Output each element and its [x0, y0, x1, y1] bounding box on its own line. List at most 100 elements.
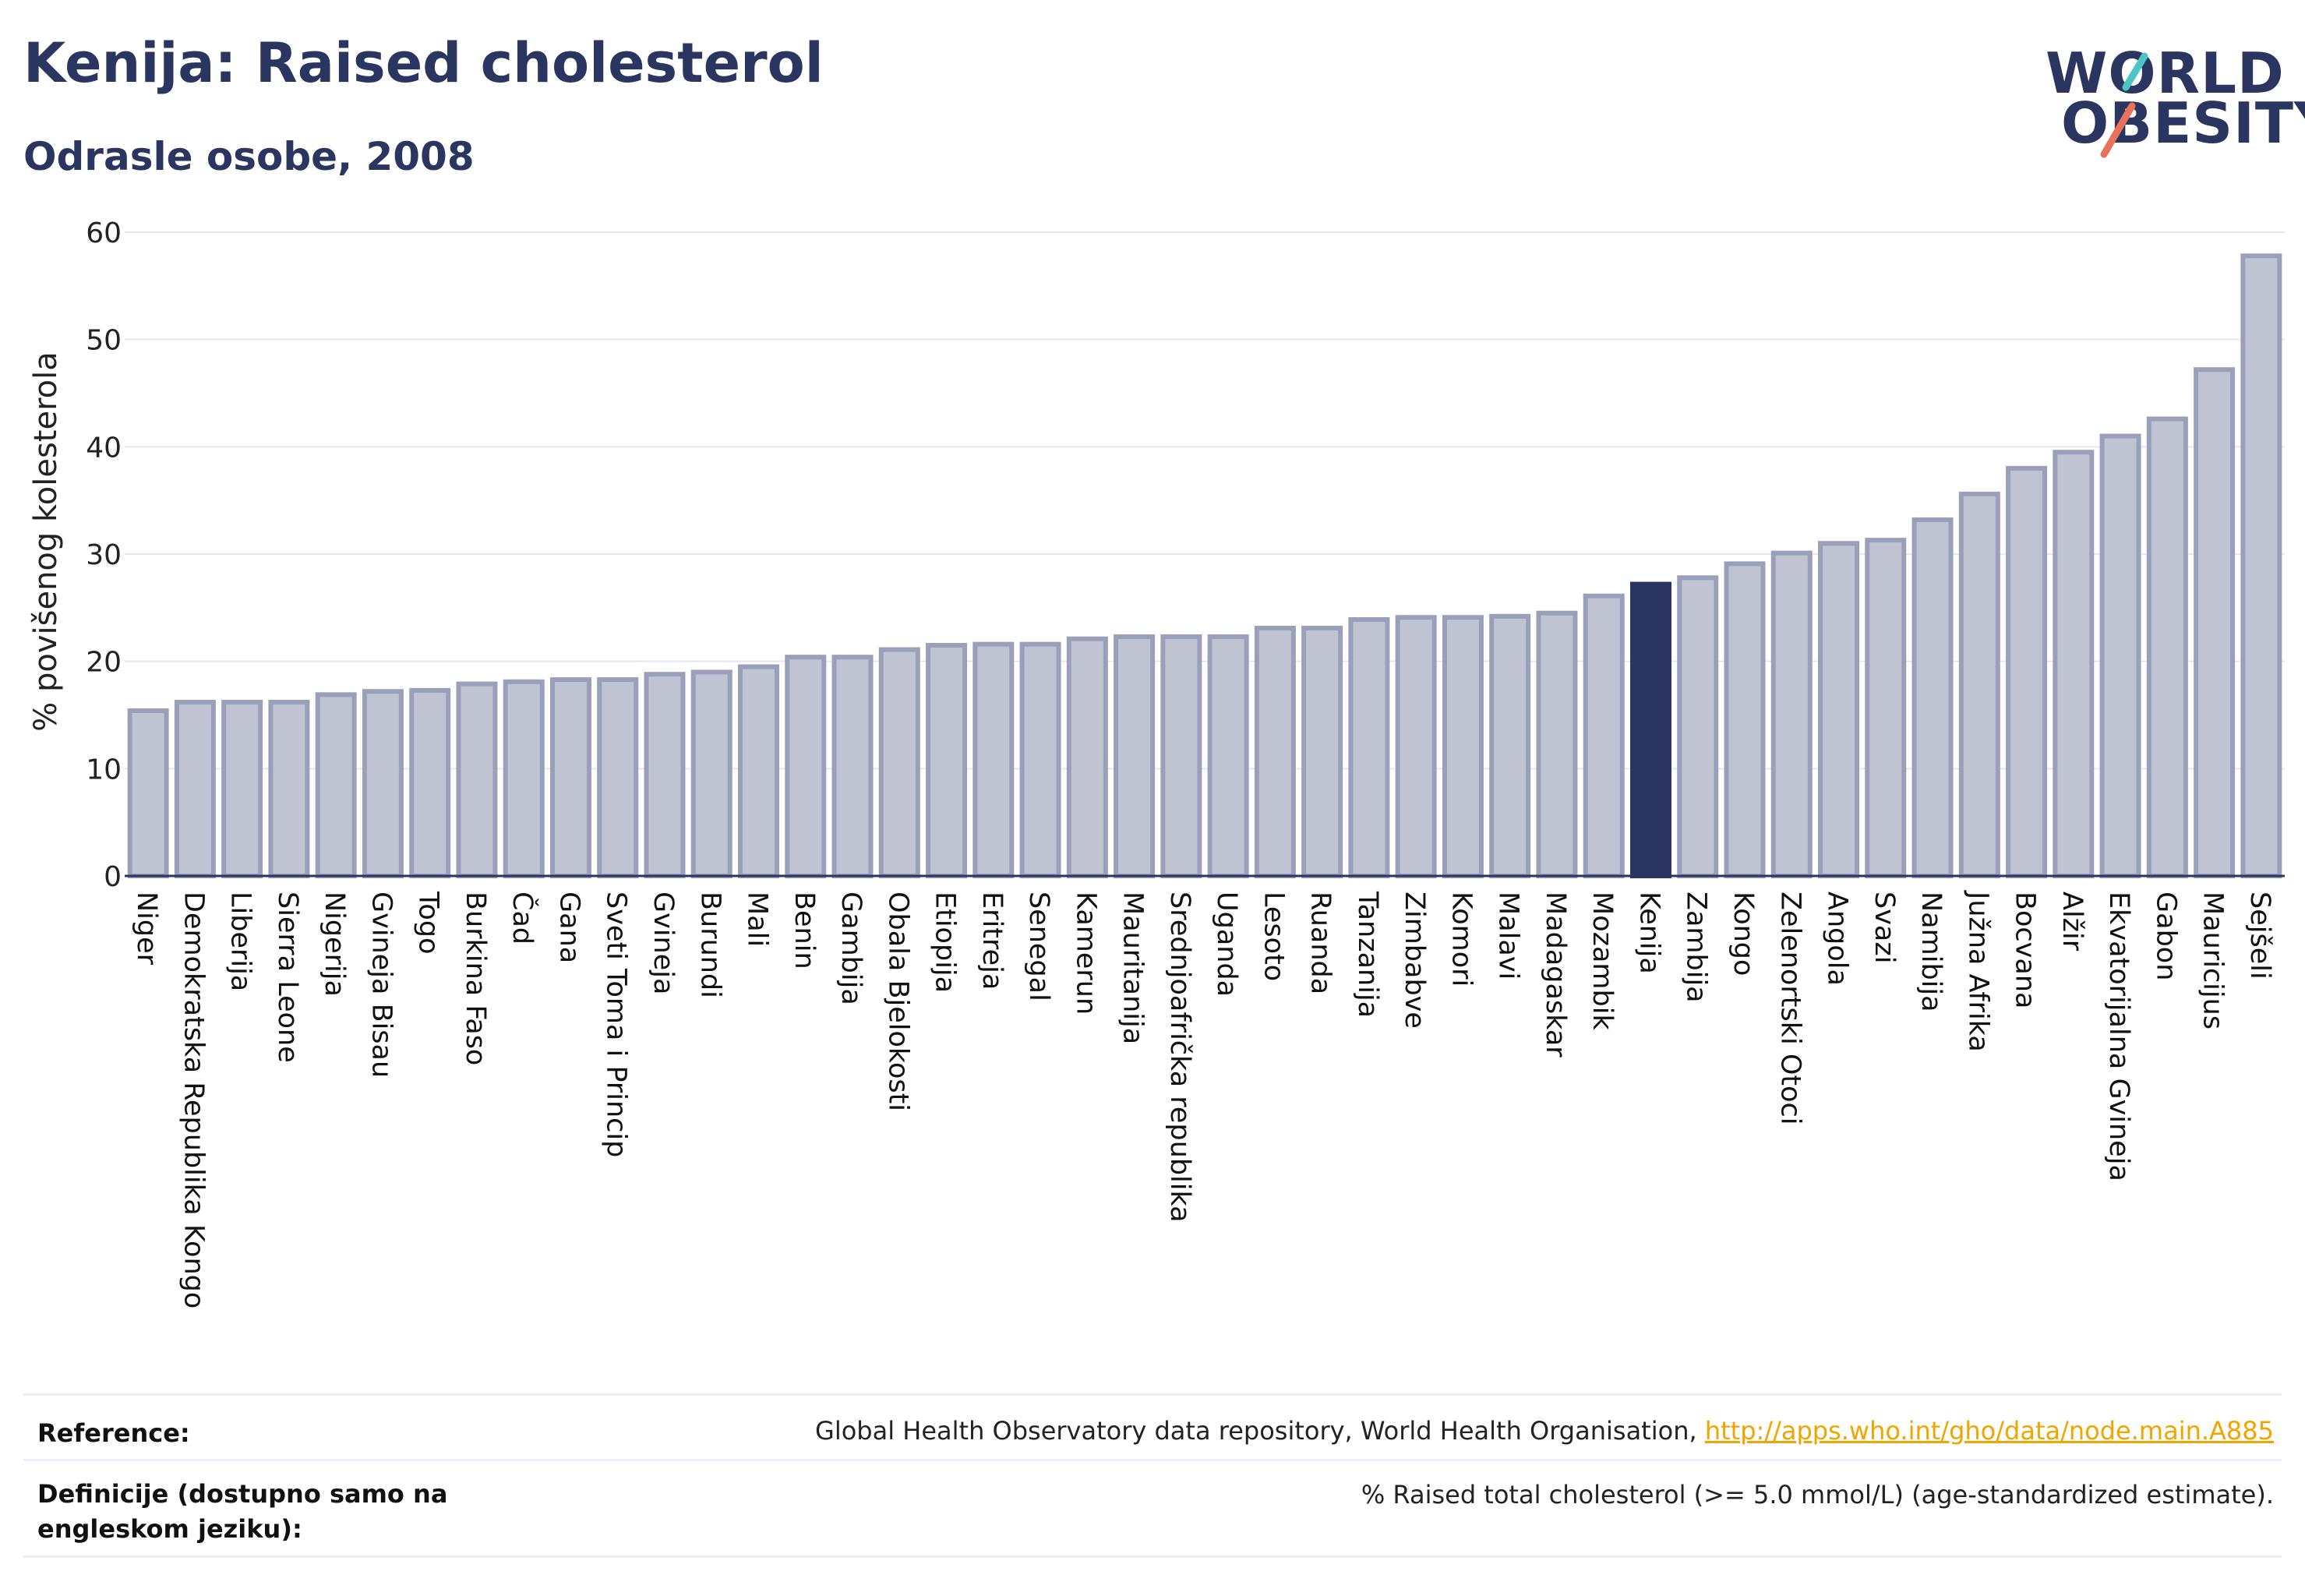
- bar: [2240, 253, 2282, 878]
- y-axis-ticks: 0 10 20 30 40 50 60: [86, 217, 122, 893]
- x-tick-label: Malavi: [1493, 892, 1524, 980]
- x-tick-label: Mali: [742, 892, 773, 947]
- bar: [1395, 615, 1437, 878]
- bar: [174, 699, 216, 878]
- bar: [1019, 641, 1061, 878]
- y-tick-label: 30: [86, 539, 122, 571]
- x-tick-label: Liberija: [225, 892, 256, 991]
- y-axis-label: % povišenog kolesterola: [28, 351, 64, 731]
- x-tick-label: Kongo: [1728, 892, 1759, 976]
- y-tick-label: 0: [104, 861, 122, 893]
- bar: [1301, 625, 1343, 878]
- bar: [1066, 636, 1108, 878]
- x-tick-label: Sveti Toma i Princip: [601, 892, 632, 1157]
- bar: [127, 708, 169, 879]
- x-tick-label: Lesoto: [1258, 892, 1289, 981]
- x-tick-label: Senegal: [1023, 892, 1054, 1001]
- y-tick-label: 40: [86, 432, 122, 464]
- bar: [1114, 634, 1156, 879]
- bar: [597, 677, 639, 878]
- x-tick-label: Gana: [553, 892, 584, 963]
- bar: [1442, 615, 1484, 878]
- table-bottom-divider: [23, 1555, 2282, 1558]
- chart-subtitle: Odrasle osobe, 2008: [23, 134, 475, 179]
- x-tick-label: Demokratska Republika Kongo: [178, 892, 209, 1308]
- logo-slash-icon: [2100, 52, 2148, 158]
- reference-row: Reference: Global Health Observatory dat…: [23, 1393, 2282, 1460]
- x-tick-label: Benin: [789, 892, 820, 969]
- x-tick-label: Ekvatorijalna Gvineja: [2103, 892, 2134, 1181]
- bar-highlighted: [1629, 581, 1671, 879]
- x-tick-label: Južna Afrika: [1962, 890, 1993, 1052]
- bar-chart: 0 10 20 30 40 50 60 Niger Demokratska Republika…: [28, 217, 2285, 1308]
- reference-link[interactable]: http://apps.who.int/gho/data/node.main.A…: [1704, 1416, 2274, 1446]
- bar: [1958, 491, 2000, 878]
- bar: [926, 643, 968, 878]
- logo-line-2: OBESITY: [2061, 90, 2305, 156]
- bar: [1911, 517, 1954, 878]
- bar: [1770, 550, 1813, 879]
- reference-label: Reference:: [37, 1418, 190, 1448]
- bar: [362, 689, 404, 878]
- y-tick-label: 50: [86, 325, 122, 357]
- x-tick-label: Čad: [507, 892, 539, 945]
- bar: [503, 679, 545, 878]
- bar: [2194, 367, 2236, 879]
- x-tick-label: Obala Bjelokosti: [882, 892, 913, 1111]
- bar: [972, 641, 1015, 878]
- x-tick-label: Tanzanija: [1352, 891, 1383, 1018]
- x-tick-label: Srednjoafrička republika: [1164, 892, 1195, 1223]
- bar: [690, 669, 732, 879]
- reference-text: Global Health Observatory data repositor…: [815, 1416, 1705, 1446]
- x-tick-label: Svazi: [1869, 892, 1900, 963]
- bar: [456, 681, 498, 878]
- bar: [1865, 538, 1907, 878]
- chart-title: Kenija: Raised cholesterol: [23, 31, 824, 95]
- bars: [125, 253, 2285, 879]
- x-tick-label: Nigerija: [319, 892, 350, 997]
- definition-label: Definicije (dostupno samo na engleskom j…: [37, 1479, 448, 1544]
- definition-row: Definicije (dostupno samo na engleskom j…: [23, 1459, 2282, 1558]
- bar: [221, 699, 263, 878]
- x-tick-label: Gvineja: [648, 892, 679, 994]
- x-tick-label: Angola: [1822, 892, 1853, 986]
- bar: [315, 692, 357, 878]
- x-tick-label: Kenija: [1633, 892, 1664, 974]
- bar: [738, 664, 780, 878]
- bar: [409, 687, 451, 878]
- x-tick-label: Eritreja: [976, 892, 1008, 990]
- x-tick-label: Gambija: [835, 892, 867, 1005]
- definition-text: % Raised total cholesterol (>= 5.0 mmol/…: [1361, 1480, 2274, 1509]
- reference-source: Global Health Observatory data repositor…: [815, 1416, 2274, 1446]
- x-tick-label: Sejšeli: [2244, 892, 2275, 980]
- bar: [2006, 465, 2048, 878]
- bar: [1724, 561, 1766, 878]
- y-tick-label: 10: [86, 754, 122, 786]
- bar: [1254, 625, 1296, 878]
- y-tick-label: 20: [86, 647, 122, 679]
- bar: [785, 655, 827, 878]
- bar: [1583, 593, 1625, 878]
- x-axis-labels: Niger Demokratska Republika Kongo Liberija…: [131, 890, 2275, 1308]
- bar: [644, 672, 686, 878]
- bar: [2053, 450, 2095, 878]
- x-tick-label: Zambija: [1681, 892, 1712, 1003]
- x-tick-label: Mauricijus: [2197, 892, 2229, 1029]
- bar: [1818, 541, 1860, 878]
- bar: [1677, 575, 1719, 879]
- x-tick-label: Burkina Faso: [460, 892, 491, 1065]
- x-tick-label: Zimbabve: [1399, 892, 1430, 1029]
- world-obesity-logo: WORLD OBESITY: [2026, 31, 2305, 168]
- x-tick-label: Ruanda: [1305, 892, 1336, 994]
- x-tick-label: Kamerun: [1070, 892, 1101, 1015]
- bar: [549, 677, 591, 878]
- x-tick-label: Gvineja Bisau: [365, 892, 397, 1078]
- bar: [1536, 610, 1578, 878]
- x-tick-label: Mozambik: [1587, 892, 1618, 1030]
- bar: [2099, 433, 2141, 878]
- x-tick-label: Gabon: [2150, 892, 2181, 980]
- bar: [2146, 416, 2188, 878]
- x-tick-label: Etiopija: [930, 892, 961, 993]
- x-tick-label: Uganda: [1211, 892, 1242, 997]
- x-tick-label: Niger: [131, 892, 162, 966]
